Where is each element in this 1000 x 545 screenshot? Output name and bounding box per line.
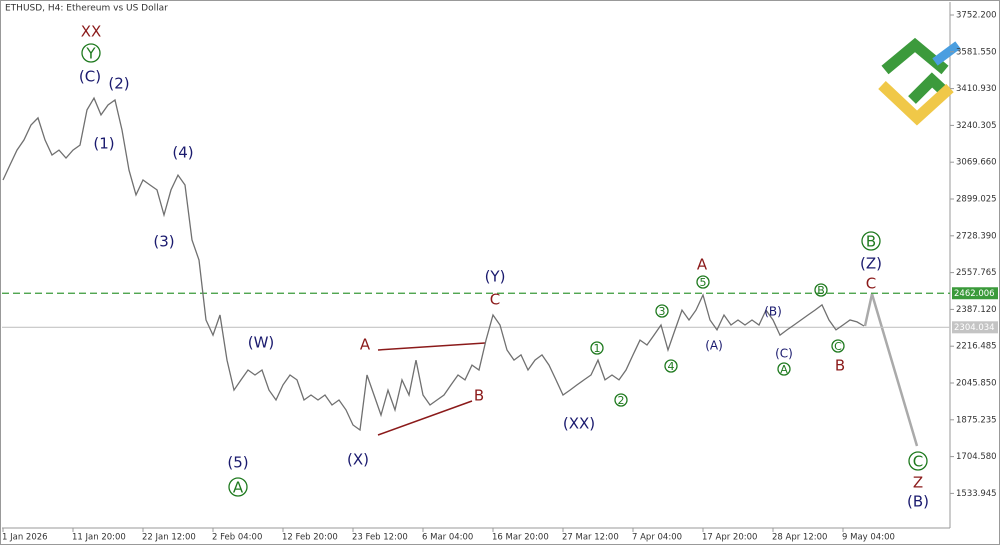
wave-label: 2 <box>618 394 625 407</box>
wave-label: (1) <box>93 135 114 153</box>
wave-circle <box>655 304 669 318</box>
wave-label: B <box>835 357 845 375</box>
y-tick-label: 3581.550 <box>956 47 997 57</box>
wave-label: (W) <box>248 334 275 352</box>
projection <box>863 293 874 327</box>
wave-label: 3 <box>659 305 666 318</box>
wave-label: 1 <box>594 342 601 355</box>
wave-label: (B) <box>764 305 782 319</box>
y-tick-label: 1875.235 <box>956 415 997 425</box>
y-tick-label: 2387.120 <box>956 305 997 315</box>
x-tick-label: 7 Apr 04:00 <box>632 533 682 543</box>
wave-label: Y <box>85 45 96 63</box>
trend-line <box>377 400 473 436</box>
price-label-box <box>952 321 998 334</box>
wave-label: (Z) <box>860 255 882 273</box>
x-tick-label: 22 Jan 12:00 <box>142 533 196 543</box>
wave-label: XX <box>81 23 102 41</box>
wave-label: C <box>866 275 876 293</box>
x-tick-label: 27 Mar 12:00 <box>562 533 619 543</box>
x-tick-label: 11 Jan 20:00 <box>72 533 126 543</box>
logo <box>878 37 961 126</box>
wave-label: (5) <box>227 454 248 472</box>
price-label: 2462.006 <box>954 289 995 299</box>
y-tick-label: 3240.305 <box>956 121 997 131</box>
x-tick-label: 2 Feb 04:00 <box>212 533 262 543</box>
y-tick-label: 3410.930 <box>956 84 997 94</box>
wave-circle <box>664 359 678 373</box>
wave-label: (A) <box>705 339 723 353</box>
wave-circle <box>861 231 881 251</box>
wave-circle <box>908 451 928 471</box>
x-tick-label: 12 Feb 20:00 <box>282 533 338 543</box>
y-tick-label: 1704.580 <box>956 452 997 462</box>
wave-label: (4) <box>172 144 193 162</box>
wave-circle <box>814 283 828 297</box>
y-tick-label: 2728.390 <box>956 231 997 241</box>
wave-label: (XX) <box>563 415 595 433</box>
x-tick-label: 1 Jan 2026 <box>2 533 48 543</box>
wave-label: (C) <box>775 347 793 361</box>
wave-label: B <box>474 387 484 405</box>
wave-circle <box>228 477 248 497</box>
wave-label: 5 <box>700 276 707 289</box>
y-tick-label: 3752.200 <box>956 11 997 21</box>
chart-title: ETHUSD, H4: Ethereum vs US Dollar <box>5 4 168 14</box>
y-tick-label: 3069.660 <box>956 158 997 168</box>
wave-label: (3) <box>153 233 174 251</box>
projection <box>870 293 919 447</box>
price-line <box>2 96 865 432</box>
wave-circle <box>590 341 604 355</box>
wave-label: (Y) <box>485 268 506 286</box>
y-tick-label: 2045.850 <box>956 378 997 388</box>
wave-circle <box>831 339 845 353</box>
wave-label: A <box>360 336 371 354</box>
y-tick-label: 2899.025 <box>956 195 997 205</box>
wave-label: 4 <box>668 360 675 373</box>
x-tick-label: 23 Feb 12:00 <box>352 533 408 543</box>
y-tick-label: 2557.765 <box>956 268 997 278</box>
wave-label: C <box>490 291 500 309</box>
y-tick-label: 2216.485 <box>956 342 997 352</box>
price-label: 2304.034 <box>954 323 995 333</box>
x-tick-label: 17 Apr 20:00 <box>702 533 757 543</box>
x-tick-label: 9 May 04:00 <box>842 533 895 543</box>
wave-label: B <box>817 284 825 297</box>
wave-label: C <box>834 340 842 353</box>
price-label-box <box>952 287 998 300</box>
x-tick-label: 16 Mar 20:00 <box>492 533 549 543</box>
wave-label: A <box>233 479 244 497</box>
wave-label: Z <box>913 474 923 492</box>
wave-circle <box>777 362 791 376</box>
wave-label: (B) <box>907 493 929 511</box>
wave-circle <box>81 43 101 63</box>
wave-label: A <box>780 363 788 376</box>
y-tick-label: 1533.945 <box>956 489 997 499</box>
x-tick-label: 28 Apr 12:00 <box>772 533 827 543</box>
wave-label: A <box>697 256 708 274</box>
wave-label: (C) <box>79 68 101 86</box>
wave-circle <box>696 275 710 289</box>
x-tick-label: 6 Mar 04:00 <box>422 533 473 543</box>
wave-label: B <box>866 233 876 251</box>
wave-label: (X) <box>347 451 369 469</box>
wave-label: C <box>913 453 923 471</box>
trend-line <box>377 342 486 351</box>
wave-label: (2) <box>108 75 129 93</box>
wave-circle <box>614 393 628 407</box>
